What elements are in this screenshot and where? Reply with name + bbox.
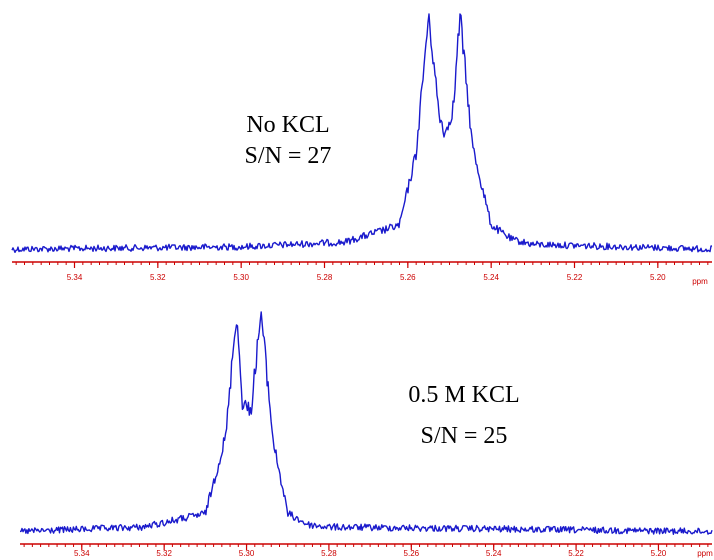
annotation-condition: No KCL <box>246 112 329 138</box>
spectrum-line <box>11 13 713 253</box>
spectrum-line <box>20 311 713 535</box>
panel-half-molar-kcl: 0.5 M KCL S/N = 25 ppm 5.34 5.32 5.30 5.28 5… <box>20 311 713 558</box>
x-axis-tick-label: 5.22 <box>568 549 584 558</box>
annotation-condition: 0.5 M KCL <box>408 382 519 408</box>
x-axis-tick-label: 5.24 <box>486 549 502 558</box>
x-axis-tick-label: 5.34 <box>67 273 83 282</box>
x-axis-tick-label: 5.28 <box>321 549 337 558</box>
x-axis-tick-label: 5.32 <box>156 549 172 558</box>
x-axis-tick-label: 5.26 <box>400 273 416 282</box>
x-axis-tick-label: 5.32 <box>150 273 166 282</box>
x-axis-tick-label: 5.20 <box>651 549 667 558</box>
x-axis-tick-label: 5.20 <box>650 273 666 282</box>
x-axis-tick-label: 5.24 <box>483 273 499 282</box>
x-axis-tick-label: 5.28 <box>317 273 333 282</box>
x-axis-unit-label: ppm <box>697 549 713 558</box>
x-axis-unit-label: ppm <box>692 277 708 286</box>
panel-no-kcl: No KCL S/N = 27 ppm 5.34 5.32 5.30 5.28 5.26… <box>11 13 713 286</box>
x-axis-tick-label: 5.26 <box>404 549 420 558</box>
x-axis-tick-label: 5.34 <box>74 549 90 558</box>
x-axis-tick-label: 5.22 <box>567 273 583 282</box>
annotation-signal-to-noise: S/N = 25 <box>421 423 508 449</box>
x-axis-tick-label: 5.30 <box>239 549 255 558</box>
x-axis-tick-label: 5.30 <box>233 273 249 282</box>
annotation-signal-to-noise: S/N = 27 <box>245 143 332 169</box>
